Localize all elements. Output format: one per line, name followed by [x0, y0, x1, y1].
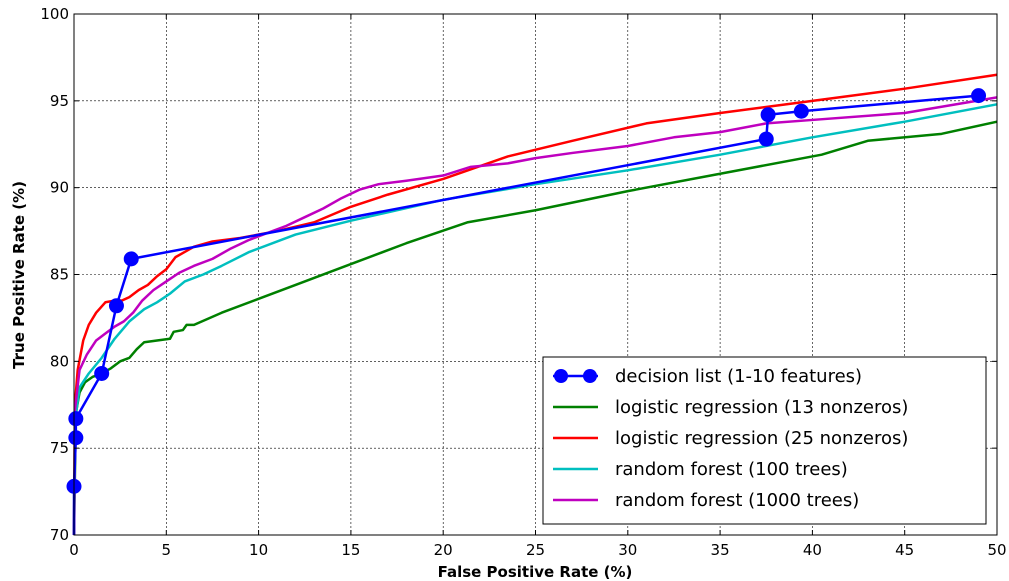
legend: decision list (1-10 features) logistic re… — [542, 356, 987, 525]
x-tick-label: 45 — [895, 541, 914, 559]
x-tick-label: 30 — [618, 541, 637, 559]
x-tick-label: 5 — [162, 541, 172, 559]
data-point — [123, 251, 139, 267]
legend-marker — [554, 369, 568, 383]
x-tick-label: 0 — [69, 541, 79, 559]
x-tick-label: 25 — [526, 541, 545, 559]
x-tick-label: 20 — [434, 541, 453, 559]
y-tick-label: 75 — [50, 439, 69, 457]
legend-label: logistic regression (25 nonzeros) — [615, 428, 908, 449]
y-axis-label: True Positive Rate (%) — [10, 181, 28, 369]
series-line-3 — [72, 73, 998, 536]
data-point — [760, 107, 776, 123]
data-point — [108, 298, 124, 314]
x-axis-label: False Positive Rate (%) — [438, 563, 633, 581]
legend-label: logistic regression (13 nonzeros) — [615, 397, 908, 418]
x-tick-label: 50 — [987, 541, 1006, 559]
data-point — [94, 365, 110, 381]
axis-ticks: 0 5 10 15 20 25 30 35 40 45 50 70 75 80 85 90 95 100 — [40, 5, 1006, 559]
series-lines — [66, 73, 998, 536]
y-tick-label: 90 — [50, 179, 69, 197]
y-tick-label: 70 — [50, 526, 69, 544]
data-point — [68, 411, 84, 427]
y-tick-label: 100 — [40, 5, 69, 23]
data-point — [971, 88, 987, 104]
x-tick-label: 15 — [341, 541, 360, 559]
legend-label: random forest (100 trees) — [615, 459, 848, 480]
series-line-5 — [72, 96, 998, 536]
y-tick-label: 95 — [50, 92, 69, 110]
data-point — [793, 103, 809, 119]
y-tick-label: 80 — [50, 352, 69, 370]
data-point — [68, 430, 84, 446]
legend-box — [542, 356, 987, 525]
legend-marker — [583, 369, 597, 383]
x-tick-label: 10 — [249, 541, 268, 559]
data-point — [758, 131, 774, 147]
series-line-4 — [72, 103, 998, 536]
x-tick-label: 40 — [803, 541, 822, 559]
legend-label: decision list (1-10 features) — [615, 366, 862, 387]
legend-label: random forest (1000 trees) — [615, 490, 859, 511]
x-tick-label: 35 — [711, 541, 730, 559]
y-tick-label: 85 — [50, 266, 69, 284]
